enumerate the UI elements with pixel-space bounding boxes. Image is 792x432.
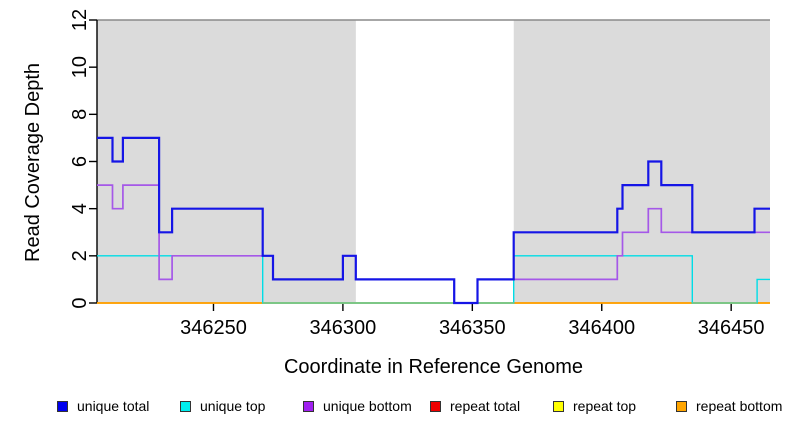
- x-tick-label: 346400: [568, 317, 635, 339]
- y-axis-label: Read Coverage Depth: [22, 62, 44, 262]
- shaded-region: [97, 20, 356, 303]
- y-tick-label: 0: [69, 297, 91, 308]
- x-tick-label: 346450: [698, 317, 765, 339]
- x-tick-label: 346350: [439, 317, 506, 339]
- legend-swatch-repeat-total: [430, 400, 441, 412]
- x-tick-label: 346300: [310, 317, 377, 339]
- y-tick-label: 2: [69, 250, 91, 261]
- legend-item-unique-bottom: unique bottom: [303, 398, 412, 414]
- legend-label: unique top: [200, 398, 266, 414]
- series-unique-total: [97, 136, 770, 305]
- shaded-region: [513, 20, 770, 303]
- y-tick-label: 8: [69, 109, 91, 120]
- legend-item-repeat-total: repeat total: [430, 398, 521, 414]
- legend-swatch-repeat-top: [553, 400, 564, 412]
- y-tick-label: 12: [69, 9, 91, 31]
- series-unique-top: [97, 255, 770, 304]
- legend-label: repeat total: [450, 398, 521, 414]
- legend-item-unique-total: unique total: [57, 398, 150, 414]
- x-axis-label: Coordinate in Reference Genome: [283, 356, 584, 378]
- legend-label: repeat top: [573, 398, 637, 414]
- x-tick-label: 346250: [180, 317, 247, 339]
- y-tick-label: 4: [69, 203, 91, 214]
- legend-label: unique total: [77, 398, 150, 414]
- legend-label: repeat bottom: [696, 398, 783, 414]
- legend-swatch-unique-top: [180, 400, 191, 412]
- legend-item-repeat-bottom: repeat bottom: [676, 398, 783, 414]
- plot-canvas: 0 2 4 6 8 10 12 346250 346300 346350 346400 346450: [69, 9, 770, 339]
- legend-swatch-unique-total: [57, 400, 68, 412]
- legend-swatch-unique-bottom: [303, 400, 314, 412]
- legend-swatch-repeat-bottom: [676, 400, 687, 412]
- legend-item-unique-top: unique top: [180, 398, 266, 414]
- y-tick-label: 10: [69, 56, 91, 78]
- legend-label: unique bottom: [323, 398, 412, 414]
- y-tick-label: 6: [69, 156, 91, 167]
- legend-item-repeat-top: repeat top: [553, 398, 637, 414]
